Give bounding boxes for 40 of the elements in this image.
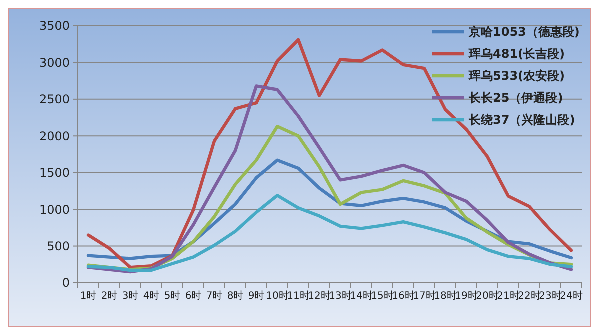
x-tick-label: 2时 (101, 290, 118, 302)
y-tick-label: 1000 (39, 202, 70, 217)
line-series (86, 38, 574, 270)
x-tick-label: 15时 (371, 290, 394, 302)
y-tick-label: 2500 (39, 92, 70, 107)
x-tick-label: 20时 (476, 290, 499, 302)
legend-label: 长长25（伊通段) (468, 91, 564, 106)
legend-label: 长绕37（兴隆山段) (468, 113, 576, 128)
y-tick-label: 1500 (39, 166, 70, 180)
x-tick-label: 16时 (392, 290, 415, 302)
line-series (86, 194, 574, 272)
x-tick-label: 10时 (266, 290, 289, 302)
x-tick-label: 14时 (350, 290, 373, 302)
x-tick-label: 23时 (539, 290, 562, 302)
x-tick-label: 4时 (143, 290, 160, 302)
legend-label: 京哈1053（德惠段) (468, 25, 580, 40)
x-tick-label: 13时 (329, 290, 352, 302)
x-tick-label: 12时 (308, 290, 331, 302)
x-tick-label: 11时 (287, 290, 310, 302)
legend-label: 珲乌481(长吉段) (468, 47, 566, 62)
line-series (86, 84, 574, 274)
x-tick-label: 5时 (164, 290, 181, 302)
x-tick-label: 3时 (122, 290, 139, 302)
x-tick-label: 9时 (248, 290, 265, 302)
y-tick-label: 0 (62, 276, 70, 290)
y-tick-label: 3500 (39, 19, 70, 34)
x-tick-label: 22时 (518, 290, 541, 302)
x-tick-label: 21时 (497, 290, 520, 302)
x-tick-label: 7时 (206, 290, 223, 302)
x-tick-label: 19时 (455, 290, 478, 302)
x-tick-label: 1时 (80, 290, 97, 302)
x-tick-label: 18时 (434, 290, 457, 302)
x-tick-label: 17时 (413, 290, 436, 302)
y-tick-label: 2000 (39, 129, 70, 144)
y-tick-label: 3000 (39, 56, 70, 70)
x-tick-label: 8时 (227, 290, 244, 302)
y-tick-label: 500 (47, 239, 70, 254)
legend-label: 珲乌533(农安段) (468, 69, 566, 84)
x-tick-label: 24时 (560, 290, 583, 302)
x-tick-label: 6时 (185, 290, 202, 302)
